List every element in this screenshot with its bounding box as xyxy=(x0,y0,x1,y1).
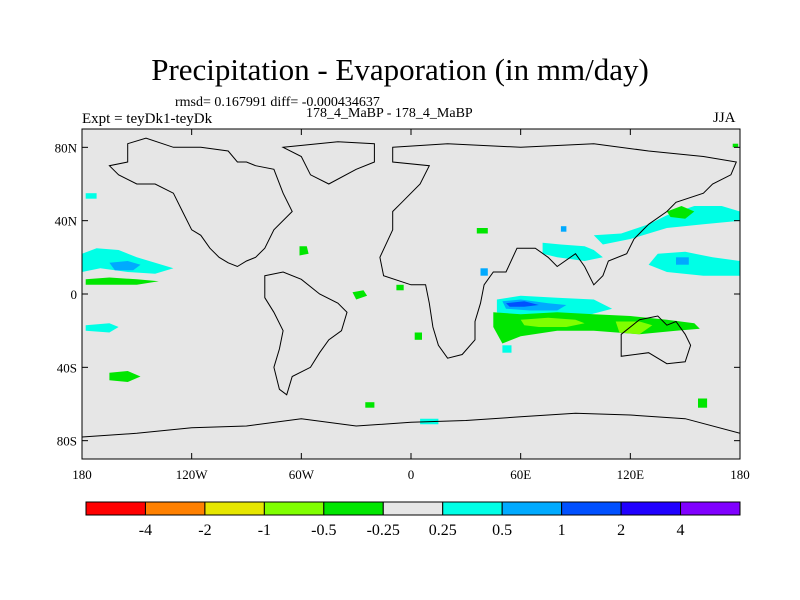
lon-tick-label: 0 xyxy=(408,467,415,482)
axis-ticks: 180 120W 60W 0 60E 120E 180 80N 40N 0 40S 80S xyxy=(55,129,750,482)
colorbar-label: 0.5 xyxy=(492,522,512,539)
colorbar-swatch xyxy=(620,501,682,516)
colorbar-swatch xyxy=(85,501,146,516)
page-title: Precipitation - Evaporation (in mm/day) xyxy=(151,52,649,87)
field-region-pacific-itcz-green xyxy=(85,277,159,285)
field-region-south-pacific-green-2 xyxy=(698,398,708,408)
colorbar-swatch xyxy=(561,501,622,516)
colorbar-label: -4 xyxy=(139,522,152,539)
field-region-asia-green-patch xyxy=(666,206,695,219)
season-label: JJA xyxy=(713,110,736,126)
lon-tick-label: 60W xyxy=(289,467,315,482)
lon-tick-label: 120W xyxy=(176,467,209,482)
field-region-south-atlantic-green xyxy=(365,402,375,408)
field-region-atlantic-green-1 xyxy=(352,290,368,300)
coastline-layer xyxy=(82,137,740,459)
lat-tick-label: 40S xyxy=(57,360,77,375)
colorbar: -4 -2 -1 -0.5 -0.25 0.25 0.5 1 2 4 xyxy=(85,501,741,539)
antarctica-coastline xyxy=(82,412,740,459)
colorbar-label: 1 xyxy=(558,522,566,539)
colorbar-swatch xyxy=(680,501,741,516)
field-region-central-america-green xyxy=(299,246,309,256)
field-region-south-america-cyan xyxy=(502,345,512,353)
field-layer xyxy=(82,143,740,425)
colorbar-label: -2 xyxy=(198,522,211,539)
field-region-pacific-south-cyan xyxy=(85,323,119,333)
field-region-indian-ocean-darkblue xyxy=(506,301,539,307)
field-region-pacific-south-green xyxy=(109,371,141,382)
colorbar-swatch xyxy=(382,501,444,516)
field-region-india-cyan xyxy=(542,242,603,261)
field-region-india-green xyxy=(476,228,488,234)
field-region-atlantic-green-2 xyxy=(396,284,404,291)
lon-tick-label: 180 xyxy=(72,467,92,482)
south-america-coastline xyxy=(264,271,348,396)
field-region-arctic-green-dot xyxy=(732,143,739,148)
lat-tick-label: 80N xyxy=(55,140,78,155)
field-region-central-pacific-core xyxy=(109,261,141,271)
lon-tick-label: 120E xyxy=(617,467,645,482)
colorbar-label: 2 xyxy=(617,522,625,539)
lon-tick-label: 60E xyxy=(510,467,531,482)
colorbar-label: -1 xyxy=(258,522,271,539)
field-region-north-atlantic-cyan xyxy=(85,193,97,199)
case-label: 178_4_MaBP - 178_4_MaBP xyxy=(306,106,473,121)
australia-coastline xyxy=(620,315,692,365)
field-region-west-pacific-blue xyxy=(676,257,689,265)
colorbar-label: 0.25 xyxy=(429,522,457,539)
lat-tick-label: 80S xyxy=(57,434,77,449)
eurasia-africa-coastline xyxy=(379,143,738,359)
colorbar-swatch xyxy=(501,501,563,516)
colorbar-label: -0.5 xyxy=(311,522,336,539)
colorbar-swatch xyxy=(204,501,265,516)
americas-coastline xyxy=(108,137,293,268)
experiment-label: Expt = teyDk1-teyDk xyxy=(82,111,213,127)
lat-tick-label: 40N xyxy=(55,214,78,229)
lat-tick-label: 0 xyxy=(71,287,78,302)
colorbar-swatch xyxy=(263,501,325,516)
field-region-west-pacific-cyan xyxy=(648,251,740,276)
colorbar-label: 4 xyxy=(677,522,685,539)
field-region-asia-cyan-north xyxy=(593,206,740,245)
colorbar-swatch xyxy=(442,501,503,516)
field-region-indian-ocean-lightgreen xyxy=(520,317,585,327)
field-region-asia-blue-dot xyxy=(560,226,567,232)
colorbar-swatch xyxy=(323,501,384,516)
colorbar-swatch xyxy=(144,501,206,516)
rmsd-subtitle: rmsd= 0.167991 diff= -0.000434637 xyxy=(175,95,380,110)
lon-tick-label: 180 xyxy=(730,467,750,482)
greenland-coastline xyxy=(281,141,375,185)
field-region-east-africa-blue xyxy=(480,268,488,276)
field-region-atlantic-green-3 xyxy=(414,332,422,340)
colorbar-label: -0.25 xyxy=(367,522,400,539)
map-background xyxy=(82,129,740,459)
